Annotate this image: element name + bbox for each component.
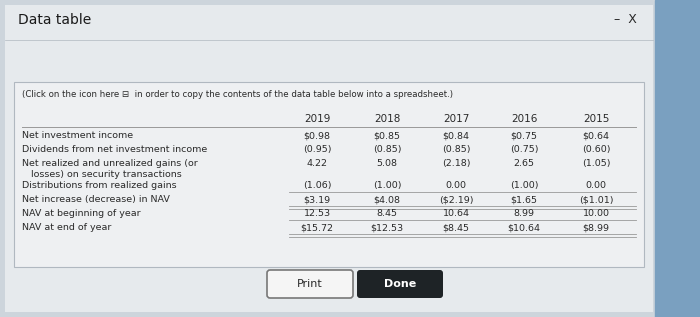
Text: 2015: 2015 [583,114,609,124]
Text: ($2.19): ($2.19) [439,195,473,204]
FancyBboxPatch shape [5,5,653,312]
Text: 4.22: 4.22 [307,159,328,168]
Text: (Click on the icon here ⊟  in order to copy the contents of the data table below: (Click on the icon here ⊟ in order to co… [22,90,453,99]
Text: ($1.01): ($1.01) [579,195,613,204]
Text: $0.64: $0.64 [582,131,610,140]
Text: (1.05): (1.05) [582,159,610,168]
Text: 2.65: 2.65 [514,159,535,168]
Text: 0.00: 0.00 [445,181,466,190]
Text: 2017: 2017 [443,114,469,124]
FancyBboxPatch shape [267,270,353,298]
Text: $3.19: $3.19 [303,195,330,204]
Text: (1.06): (1.06) [302,181,331,190]
Text: Done: Done [384,279,416,289]
Text: $0.98: $0.98 [304,131,330,140]
Text: $10.64: $10.64 [508,223,540,232]
Text: $0.75: $0.75 [510,131,538,140]
Text: 8.45: 8.45 [377,209,398,218]
Text: –  X: – X [614,13,637,26]
Text: $15.72: $15.72 [300,223,333,232]
Text: (1.00): (1.00) [510,181,538,190]
Bar [655,0,700,317]
Text: (2.18): (2.18) [442,159,470,168]
Text: 0.00: 0.00 [585,181,606,190]
Text: 2018: 2018 [374,114,400,124]
Text: (0.85): (0.85) [372,145,401,154]
FancyBboxPatch shape [357,270,443,298]
Text: 10.64: 10.64 [442,209,470,218]
Text: NAV at end of year: NAV at end of year [22,223,111,232]
Text: (0.60): (0.60) [582,145,610,154]
Text: (1.00): (1.00) [372,181,401,190]
Text: $8.99: $8.99 [582,223,610,232]
Text: 10.00: 10.00 [582,209,610,218]
Text: 2016: 2016 [511,114,537,124]
Text: Net increase (decrease) in NAV: Net increase (decrease) in NAV [22,195,170,204]
Text: Net investment income: Net investment income [22,131,133,140]
Text: (0.85): (0.85) [442,145,470,154]
Text: (0.95): (0.95) [302,145,331,154]
Text: $0.84: $0.84 [442,131,470,140]
FancyBboxPatch shape [14,82,644,267]
Text: Print: Print [297,279,323,289]
Text: Net realized and unrealized gains (or
   losses) on security transactions: Net realized and unrealized gains (or lo… [22,159,197,179]
Text: Distributions from realized gains: Distributions from realized gains [22,181,176,190]
Text: $4.08: $4.08 [374,195,400,204]
Text: $1.65: $1.65 [510,195,538,204]
Text: $8.45: $8.45 [442,223,470,232]
Text: $12.53: $12.53 [370,223,404,232]
Text: 12.53: 12.53 [303,209,330,218]
Text: Data table: Data table [18,13,91,27]
Text: 5.08: 5.08 [377,159,398,168]
Text: 2019: 2019 [304,114,330,124]
Text: NAV at beginning of year: NAV at beginning of year [22,209,141,218]
Text: (0.75): (0.75) [510,145,538,154]
Text: $0.85: $0.85 [374,131,400,140]
Text: 8.99: 8.99 [514,209,535,218]
Text: Dividends from net investment income: Dividends from net investment income [22,145,207,154]
